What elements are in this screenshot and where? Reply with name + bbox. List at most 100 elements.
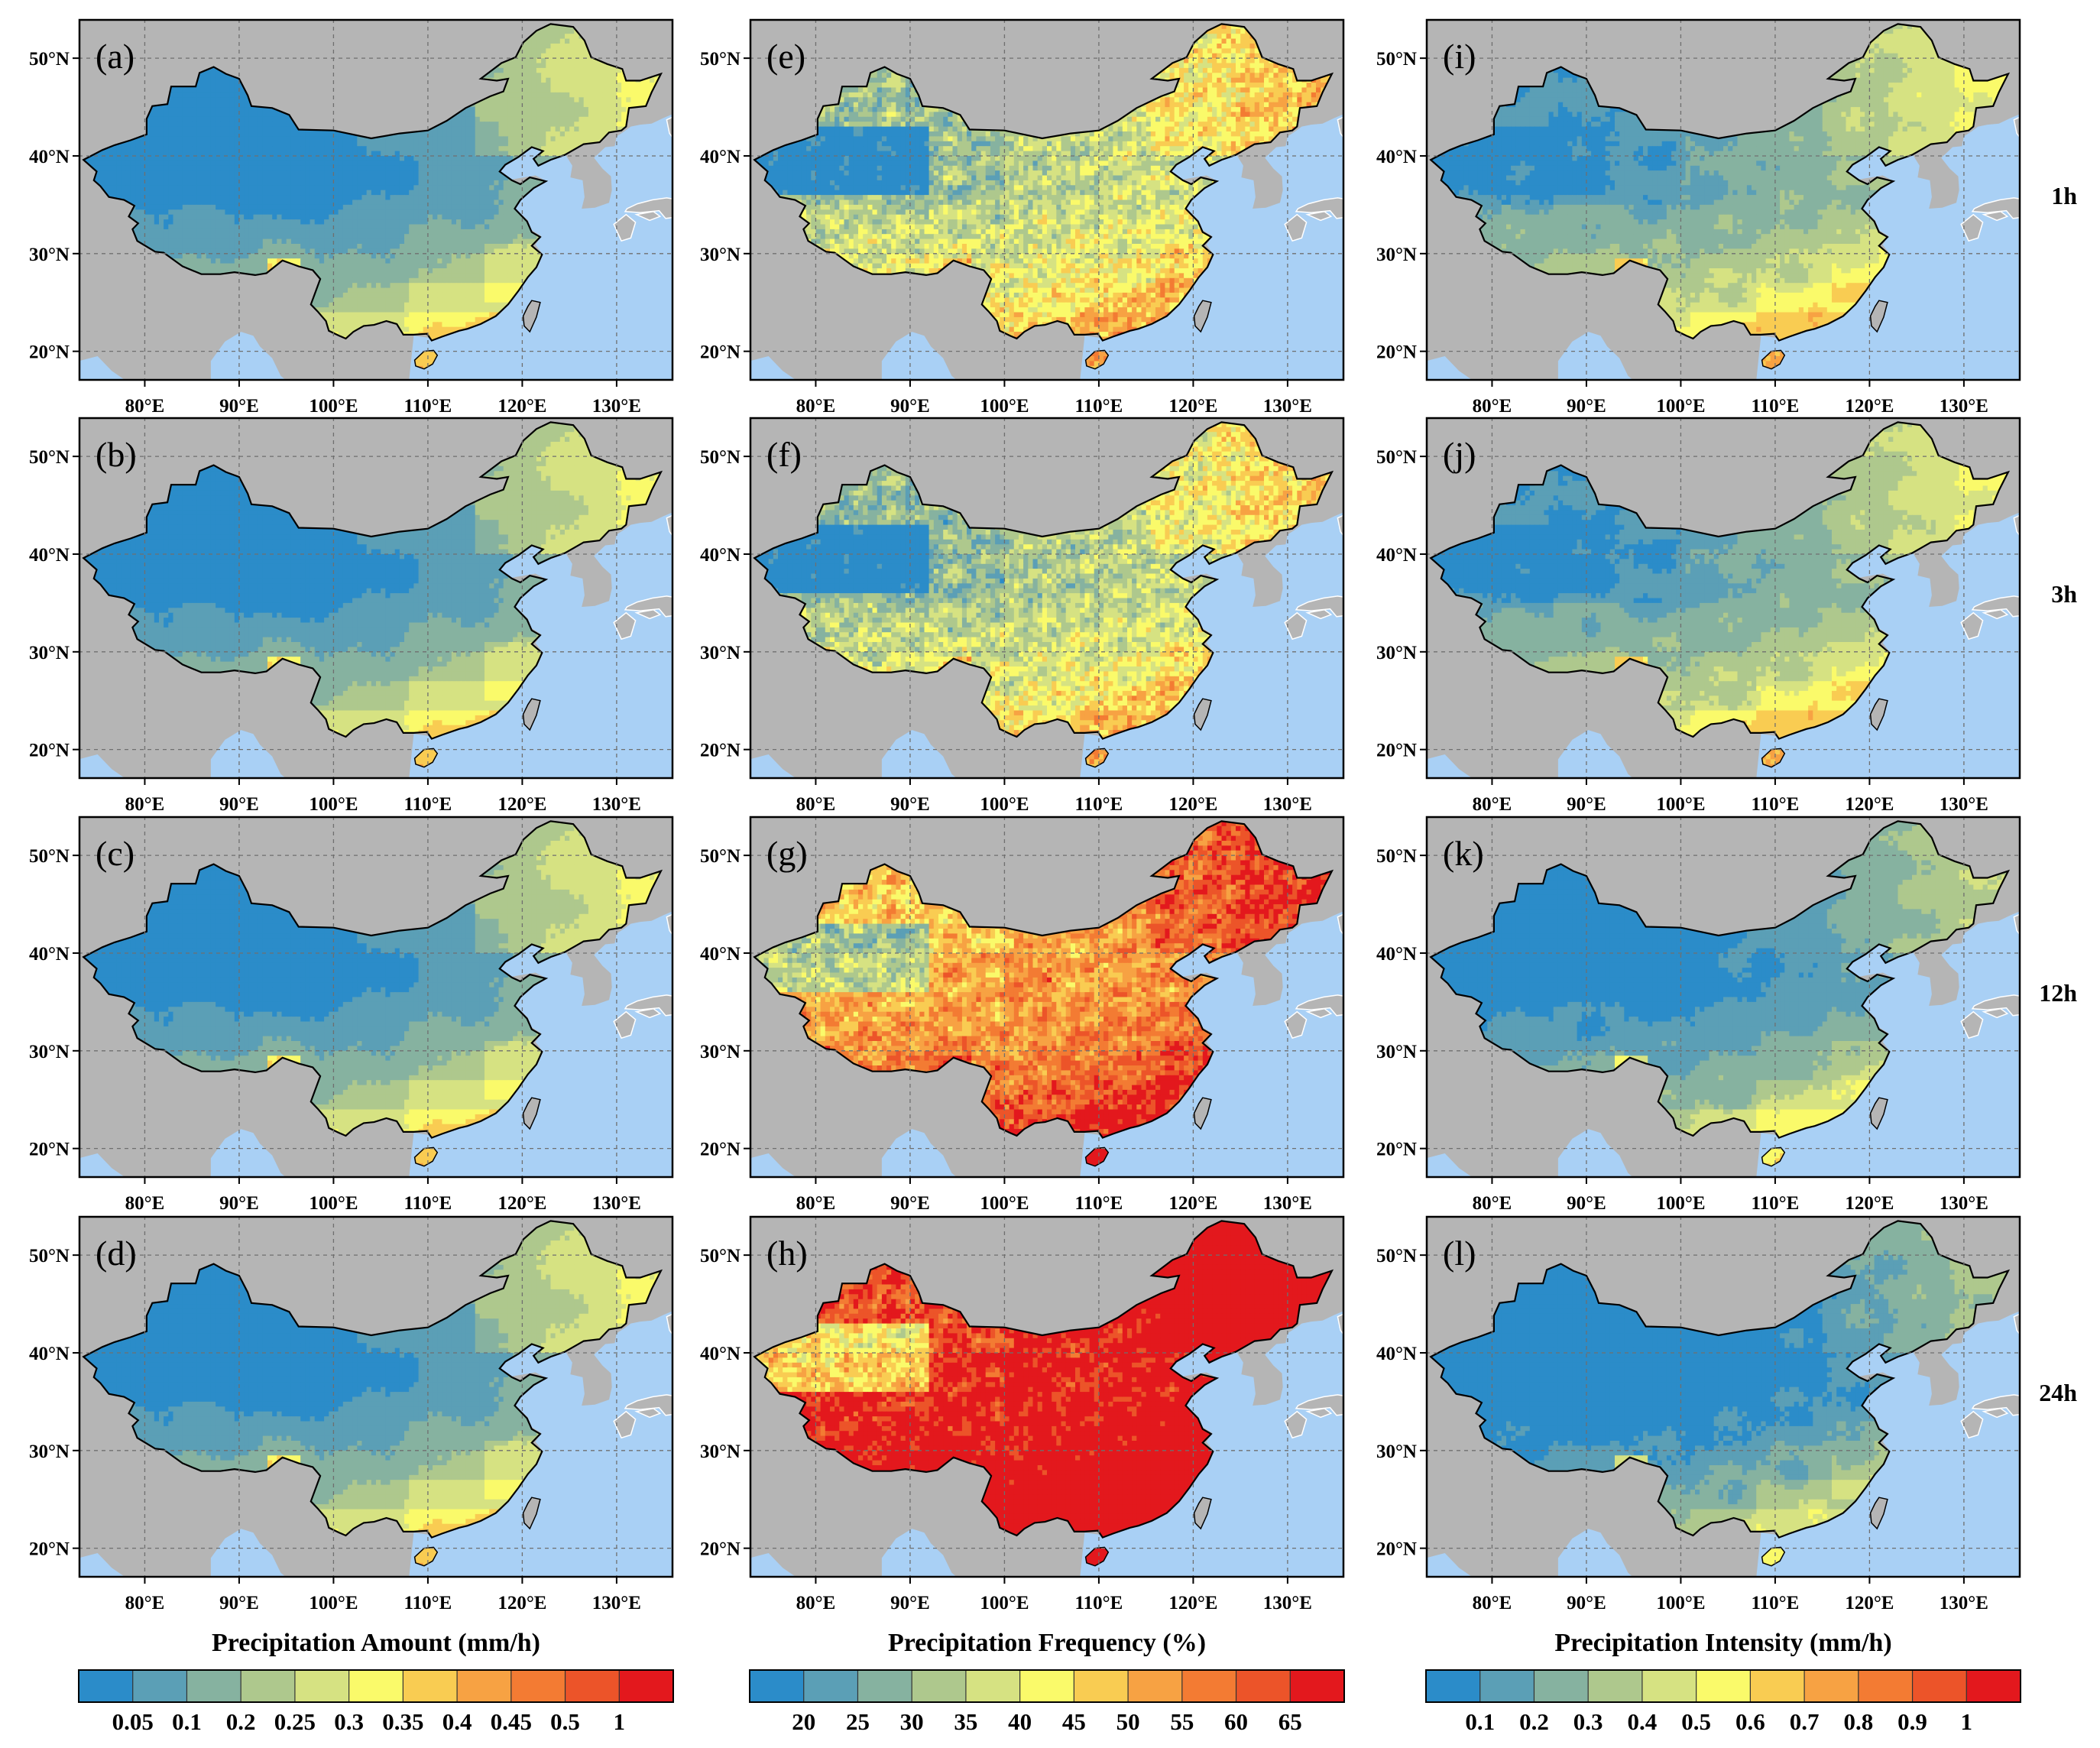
colorbar-swatch-3	[912, 1670, 966, 1702]
lon-tick-label: 80°E	[1473, 396, 1512, 417]
lat-tick-label: 20°N	[29, 1140, 70, 1160]
lat-tick-label: 30°N	[29, 1042, 70, 1062]
lon-tick-label: 90°E	[890, 1193, 930, 1214]
lon-tick-label: 130°E	[1263, 794, 1312, 815]
lon-tick-label: 80°E	[796, 1193, 836, 1214]
lat-tick-label: 30°N	[1376, 643, 1417, 663]
lat-tick-label: 40°N	[29, 545, 70, 566]
colorbar-tick-label: 0.7	[1790, 1708, 1820, 1735]
lat-tick-label: 30°N	[700, 245, 741, 265]
colorbar-tick-label: 0.4	[1628, 1708, 1658, 1735]
lat-tick-label: 20°N	[700, 1140, 741, 1160]
panel-label-g: (g)	[766, 834, 808, 873]
colorbar-swatch-3	[1588, 1670, 1642, 1702]
lon-tick-label: 130°E	[1263, 1593, 1312, 1613]
colorbar-swatch-2	[858, 1670, 912, 1702]
lat-tick-label: 50°N	[1376, 49, 1417, 70]
colorbar-tick-label: 45	[1062, 1708, 1086, 1735]
lon-tick-label: 80°E	[125, 1193, 165, 1214]
lat-tick-label: 50°N	[29, 846, 70, 867]
lon-tick-label: 90°E	[890, 396, 930, 417]
colorbar-swatch-7	[1804, 1670, 1859, 1702]
map-panel-e: (e)20°N30°N40°N50°N80°E 90°E 100°E 110°E 120…	[700, 19, 1345, 417]
colorbar-tick-label: 35	[954, 1708, 977, 1735]
colorbar-swatch-7	[457, 1670, 511, 1702]
colorbar-tick-label: 1	[1961, 1708, 1973, 1735]
lon-tick-label: 100°E	[1656, 1193, 1705, 1214]
colorbar-2: Precipitation Intensity (mm/h)0.1 0.2 0.3 0…	[1426, 1629, 2021, 1735]
lat-tick-label: 50°N	[700, 447, 741, 468]
colorbar-tick-label: 0.2	[1519, 1708, 1549, 1735]
colorbar-swatch-9	[1236, 1670, 1291, 1702]
lon-tick-label: 110°E	[404, 1193, 452, 1214]
lon-tick-label: 130°E	[1940, 1593, 1988, 1613]
map-panel-d: (d)20°N30°N40°N50°N80°E 90°E 100°E 110°E 120…	[29, 1216, 674, 1613]
lat-tick-label: 30°N	[1376, 245, 1417, 265]
lon-tick-label: 120°E	[497, 1193, 546, 1214]
map-panel-b: (b)20°N30°N40°N50°N80°E 90°E 100°E 110°E 120…	[29, 417, 674, 815]
lon-tick-label: 90°E	[219, 1193, 259, 1214]
colorbar-swatch-0	[750, 1670, 804, 1702]
lon-tick-label: 120°E	[1168, 1193, 1217, 1214]
lon-tick-label: 80°E	[125, 396, 165, 417]
colorbar-tick-label: 0.3	[334, 1708, 364, 1735]
lat-tick-label: 20°N	[1376, 1140, 1417, 1160]
lon-tick-label: 120°E	[1168, 794, 1217, 815]
lat-tick-label: 50°N	[29, 49, 70, 70]
lat-tick-label: 40°N	[1376, 944, 1417, 965]
lat-tick-label: 20°N	[29, 741, 70, 761]
colorbar-swatch-9	[566, 1670, 620, 1702]
lon-tick-label: 90°E	[1567, 1593, 1606, 1613]
colorbar-tick-label: 40	[1008, 1708, 1032, 1735]
colorbar-swatch-2	[1534, 1670, 1589, 1702]
lon-tick-label: 80°E	[796, 396, 836, 417]
colorbar-tick-label: 0.05	[112, 1708, 154, 1735]
lon-tick-label: 110°E	[1752, 794, 1800, 815]
lat-tick-label: 40°N	[1376, 1344, 1417, 1364]
lon-tick-label: 130°E	[592, 396, 641, 417]
lon-tick-label: 120°E	[1845, 1193, 1894, 1214]
lat-tick-label: 30°N	[29, 245, 70, 265]
lat-tick-label: 50°N	[700, 1246, 741, 1266]
lat-tick-label: 50°N	[1376, 447, 1417, 468]
lon-tick-label: 130°E	[1263, 396, 1312, 417]
panel-label-j: (j)	[1443, 435, 1476, 474]
colorbar-tick-label: 50	[1116, 1708, 1140, 1735]
lon-tick-label: 120°E	[1845, 794, 1894, 815]
lon-tick-label: 120°E	[1168, 396, 1217, 417]
lat-tick-label: 20°N	[700, 342, 741, 363]
lon-tick-label: 80°E	[796, 794, 836, 815]
colorbar-1: Precipitation Frequency (%)20 25 30 35 40 45 5…	[750, 1629, 1345, 1735]
colorbar-swatch-4	[1642, 1670, 1697, 1702]
lat-tick-label: 40°N	[1376, 147, 1417, 167]
lat-tick-label: 50°N	[29, 1246, 70, 1266]
colorbar-tick-label: 0.2	[226, 1708, 256, 1735]
lon-tick-label: 110°E	[1075, 396, 1123, 417]
colorbar-tick-label: 0.4	[442, 1708, 472, 1735]
map-panel-a: (a)20°N30°N40°N50°N80°E 90°E 100°E 110°E 120…	[29, 19, 674, 417]
colorbar-swatch-5	[1697, 1670, 1751, 1702]
colorbar-swatch-4	[966, 1670, 1020, 1702]
colorbar-swatch-2	[187, 1670, 241, 1702]
lat-tick-label: 40°N	[29, 147, 70, 167]
lon-tick-label: 100°E	[309, 794, 358, 815]
colorbar-tick-label: 0.6	[1735, 1708, 1765, 1735]
colorbar-tick-label: 20	[792, 1708, 815, 1735]
lon-tick-label: 130°E	[592, 1193, 641, 1214]
colorbar-swatch-10	[1290, 1670, 1344, 1702]
colorbar-swatch-8	[1859, 1670, 1913, 1702]
lon-tick-label: 90°E	[1567, 396, 1606, 417]
lon-tick-label: 120°E	[497, 1593, 546, 1613]
lon-tick-label: 130°E	[592, 1593, 641, 1613]
colorbar-0: Precipitation Amount (mm/h)0.05 0.1 0.2 0.2…	[79, 1629, 674, 1735]
colorbar-tick-label: 25	[846, 1708, 870, 1735]
panel-label-l: (l)	[1443, 1234, 1476, 1273]
lon-tick-label: 80°E	[1473, 1193, 1512, 1214]
colorbar-title: Precipitation Intensity (mm/h)	[1554, 1629, 1891, 1657]
colorbar-swatch-9	[1913, 1670, 1967, 1702]
map-panel-c: (c)20°N30°N40°N50°N80°E 90°E 100°E 110°E 120…	[29, 816, 674, 1214]
colorbar-swatch-5	[349, 1670, 403, 1702]
lat-tick-label: 50°N	[1376, 1246, 1417, 1266]
colorbar-swatch-3	[241, 1670, 295, 1702]
